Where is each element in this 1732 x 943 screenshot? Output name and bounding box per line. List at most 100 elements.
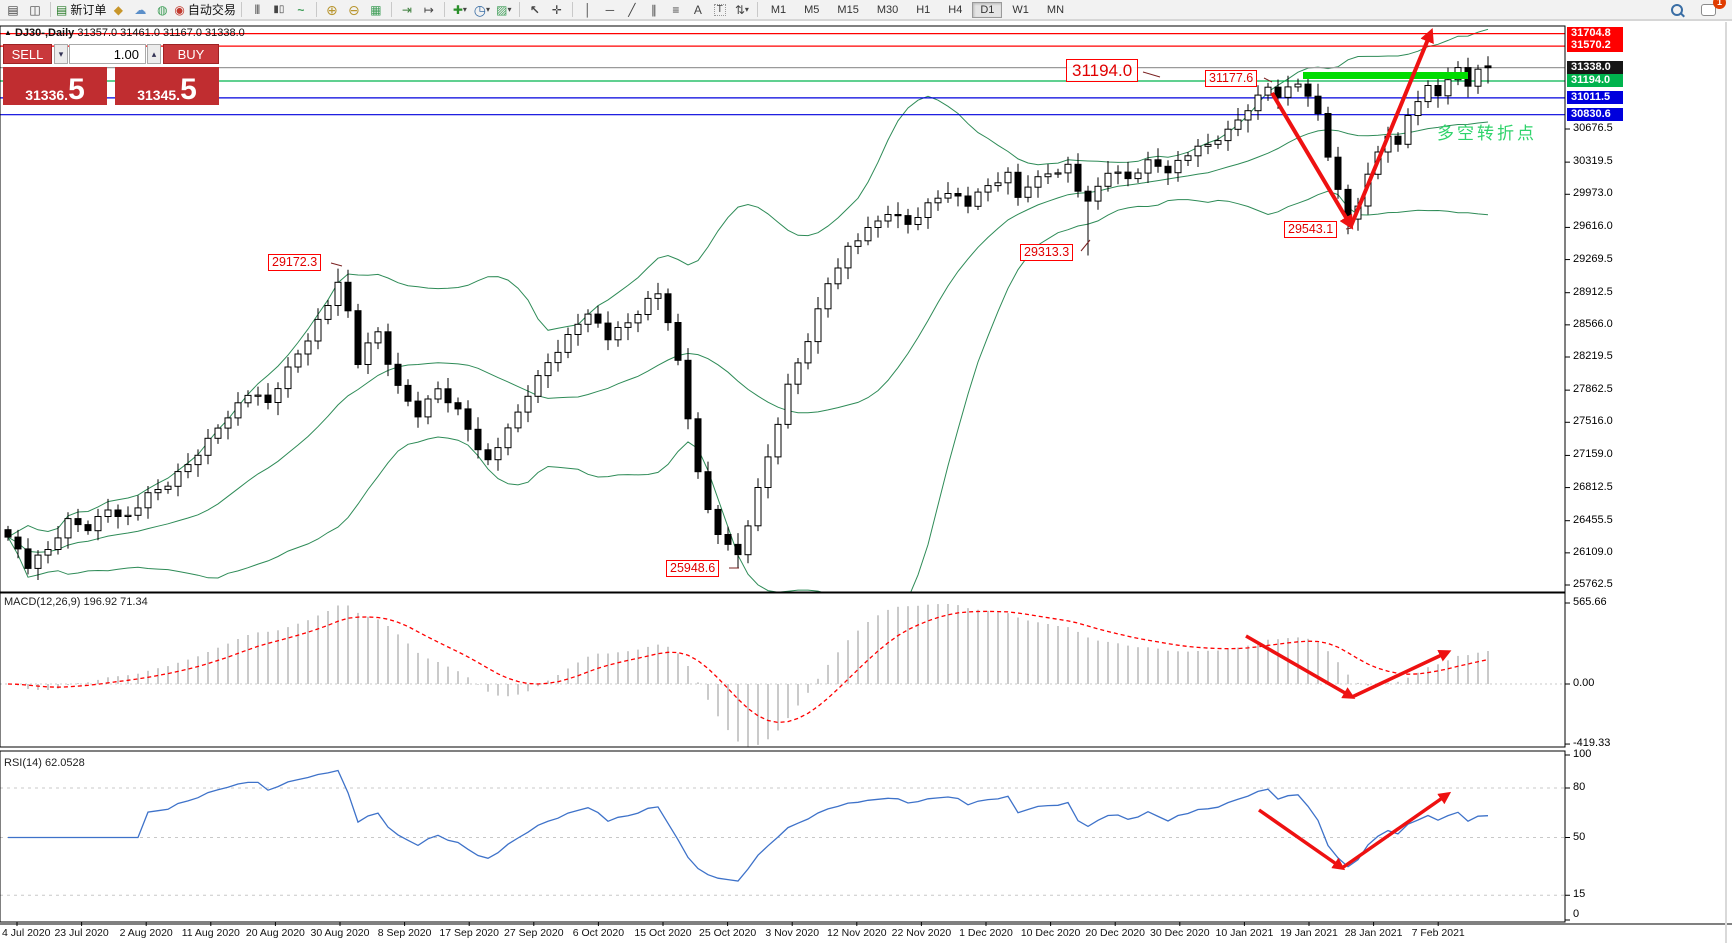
volume-input[interactable] [69,44,146,64]
buy-button[interactable]: BUY [163,44,219,64]
rsi-panel [0,769,1565,896]
chart-shift-icon: ↦ [423,2,434,17]
new-chart-button[interactable]: ▤ [3,1,23,19]
date-label: 23 Jul 2020 [54,927,109,939]
sell-price[interactable]: 31336. 5 [3,67,107,105]
new-order-button[interactable]: ▤ 新订单 [56,1,106,19]
search-button[interactable] [1667,1,1687,19]
trend-arrow[interactable] [1270,91,1354,230]
axis-tick-label: 26812.5 [1573,480,1613,493]
news-button[interactable]: ◍ [152,1,172,19]
zoom-in-button[interactable]: ⊕ [322,1,342,19]
volume-decrease-button[interactable]: ▾ [54,44,68,64]
trend-arrow[interactable] [1351,650,1452,699]
timeframe-m15[interactable]: M15 [837,3,859,16]
vertical-line-button[interactable]: │ [578,1,598,19]
trend-arrow[interactable] [1340,791,1452,870]
zoom-in-icon: ⊕ [325,1,338,18]
horizontal-line-button[interactable]: ─ [600,1,620,19]
date-label: 20 Dec 2020 [1085,927,1145,939]
timeframe-h4[interactable]: H4 [948,3,963,16]
separator [50,2,51,17]
auto-scroll-button[interactable]: ⇥ [397,1,417,19]
trend-arrow[interactable] [1349,28,1434,227]
timeframe-m1[interactable]: M1 [770,3,787,16]
fibonacci-button[interactable]: ≡ [666,1,686,19]
chart-shift-button[interactable]: ↦ [419,1,439,19]
axis-tick-label: 26455.5 [1573,513,1613,526]
new-order-icon: ▤ [56,2,68,17]
cloud-button[interactable]: ☁ [130,1,150,19]
date-label: 25 Oct 2020 [698,927,757,939]
zoom-out-button[interactable]: ⊖ [344,1,364,19]
crosshair-button[interactable]: ✛ [547,1,567,19]
new-order-label: 新订单 [70,3,107,17]
date-label: 4 Jul 2020 [2,927,51,939]
candlestick-button[interactable]: ▮▯ [269,1,289,19]
indicators-button[interactable]: ✚ ▾ [450,1,470,19]
timeframe-h1[interactable]: H1 [916,3,931,16]
timeframe-bar: M1 M5 M15 M30 H1 H4 D1 W1 MN [762,1,1073,18]
profiles-button[interactable]: ◫ [25,1,45,19]
buy-price[interactable]: 31345. 5 [115,67,219,105]
axis-tick-label: 50 [1573,830,1586,843]
axis-tick-label: 25762.5 [1573,578,1613,590]
price-annotation[interactable]: 29313.3 [1020,244,1074,261]
chart-title: ▲ DJ30-,Daily 31357.0 31461.0 31167.0 31… [4,27,245,39]
price-panel [0,28,1565,592]
symbol-triangle-icon: ▲ [4,28,12,37]
timeframe-w1[interactable]: W1 [1012,3,1029,16]
text-label-button[interactable]: T [710,1,730,19]
separator [756,2,758,17]
tile-windows-button[interactable]: ▦ [366,1,386,19]
periods-button[interactable]: ◷ ▾ [472,1,492,19]
separator [390,2,392,17]
axis-tick-label: 15 [1573,888,1586,901]
sell-label: SELL [11,46,44,62]
price-annotation[interactable]: 31194.0 [1066,59,1139,82]
trendline-button[interactable]: ╱ [622,1,642,19]
price-annotation[interactable]: 29543.1 [1284,221,1338,238]
price-annotation[interactable]: 25948.6 [666,560,720,577]
channel-button[interactable]: ∥ [644,1,664,19]
date-label: 30 Aug 2020 [310,927,370,939]
axis-tick-label: 0.00 [1573,677,1595,689]
date-label: 22 Nov 2020 [891,927,952,939]
separator [571,2,573,17]
autotrade-button[interactable]: ◉ 自动交易 [174,1,236,19]
timeframe-mn[interactable]: MN [1046,3,1065,16]
annotation-note[interactable]: 多空转折点 [1437,124,1537,143]
axis-tick-label: 27516.0 [1573,415,1613,428]
one-click-trade-panel: SELL ▾ ▴ BUY 31336. 5 31345. 5 [3,44,219,106]
cloud-icon: ☁ [134,2,147,17]
timeframe-m5[interactable]: M5 [804,3,820,16]
volume-increase-button[interactable]: ▴ [147,44,161,64]
axis-tick-label: 27862.5 [1573,383,1613,396]
price-annotation[interactable]: 31177.6 [1205,70,1258,87]
text-icon: A [693,2,702,17]
styler-button[interactable]: ◆ [108,1,128,19]
date-label: 1 Dec 2020 [959,927,1013,939]
notifications-button[interactable]: 1 [1698,0,1726,19]
bar-chart-button[interactable]: ||| [247,1,267,19]
timeframe-m30[interactable]: M30 [876,3,899,16]
eraser-icon: ◆ [113,2,123,17]
trend-arrow[interactable] [1257,808,1346,871]
stepper-down-icon: ▾ [58,48,64,59]
templates-button[interactable]: ▨ ▾ [494,1,514,19]
support-zone-bar[interactable] [1303,72,1468,79]
cursor-button[interactable]: ↖ [525,1,545,19]
text-button[interactable]: A [688,1,708,19]
timeframe-d1[interactable]: D1 [972,1,1003,18]
date-label: 10 Jan 2021 [1215,927,1274,939]
vertical-line-icon: │ [584,2,592,17]
line-chart-button[interactable]: ~ [291,1,311,19]
price-badge: 31011.5 [1567,90,1623,104]
price-annotation[interactable]: 29172.3 [268,254,322,271]
bar-chart-icon: ||| [254,3,260,15]
arrows-button[interactable]: ⇅ ▾ [732,1,752,19]
axis-tick-label: 565.66 [1573,595,1607,608]
trend-arrow[interactable] [1245,634,1356,699]
sell-button[interactable]: SELL [3,44,52,64]
